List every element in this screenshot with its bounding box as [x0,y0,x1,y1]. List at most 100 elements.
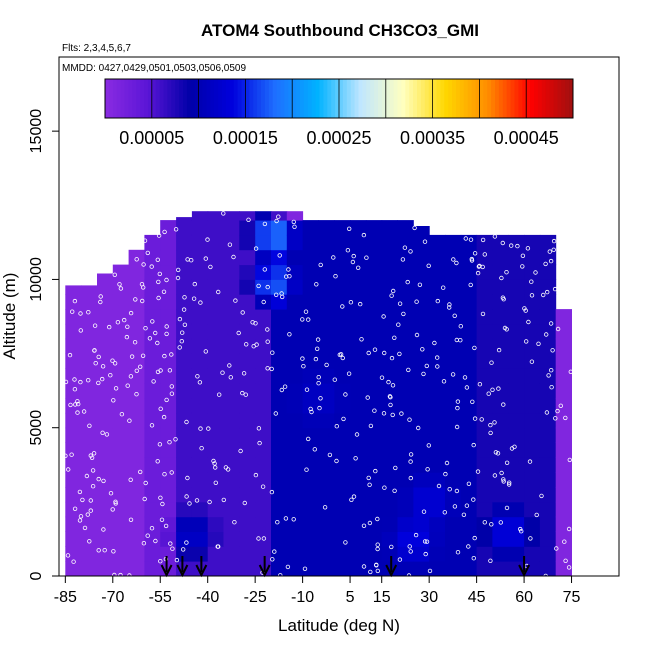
heatmap-cell [128,442,145,458]
heatmap-cell [144,546,161,562]
x-tick-label: 75 [563,589,581,606]
observation-point [568,369,573,374]
heatmap-cell [302,516,319,532]
observation-point [451,257,456,262]
heatmap-cell [318,501,335,518]
heatmap-cell [350,501,367,518]
heatmap-cell [191,472,209,488]
heatmap-cell [239,279,256,295]
heatmap-cell [334,501,351,518]
heatmap-cell [255,457,272,473]
heatmap-cell [112,472,130,488]
heatmap-cell [302,383,319,399]
observation-point [169,391,175,396]
heatmap-cell [508,368,525,384]
heatmap-cell [160,264,177,280]
heatmap-cell [539,234,557,251]
colorbar-segment [452,79,457,118]
observation-point [134,257,139,262]
colorbar-segment [323,79,328,118]
heatmap-cell [334,220,351,236]
heatmap-cell [539,472,557,488]
heatmap-cell [524,279,541,295]
observation-point [145,533,150,538]
heatmap-cell [223,501,240,518]
heatmap-cell [397,442,414,458]
colorbar-segment [424,79,430,118]
observation-point [72,377,77,382]
observation-point [382,485,387,490]
colorbar-segment [214,79,219,118]
heatmap-cell [160,487,177,503]
heatmap-cell [555,516,572,532]
observation-point [175,267,181,273]
heatmap-cell [112,353,130,369]
observation-point [194,498,200,503]
heatmap-cell [397,309,414,325]
heatmap-cell [492,234,509,251]
observation-point [169,470,174,475]
observation-point [548,321,554,326]
heatmap-cell [318,264,335,280]
heatmap-cell [223,412,240,429]
observation-point [265,366,270,371]
heatmap-cell [350,294,367,310]
heatmap-cell [524,249,541,266]
observation-point [124,334,130,340]
heatmap-cell [255,531,272,547]
colorbar-segment [389,79,394,118]
heatmap-cell [81,338,98,354]
heatmap-cell [191,398,209,414]
observation-point [479,417,484,422]
observation-point [75,399,80,404]
heatmap-cell [413,412,430,429]
heatmap-cell [97,516,114,532]
observation-point [425,467,430,472]
heatmap-cell [508,264,525,280]
heatmap-cell [381,516,398,532]
heatmap-cell [555,338,572,354]
x-tick-label: 60 [515,589,533,606]
heatmap-cell [112,442,130,458]
heatmap-cell [97,442,114,458]
heatmap-cell [207,442,224,458]
heatmap-cell [223,309,240,325]
heatmap-cell [239,398,256,414]
observation-point [213,480,218,485]
heatmap-cell [223,442,240,458]
heatmap-cell [492,323,509,340]
dates-note: MMDD: 0427,0429,0501,0503,0506,0509 [62,63,246,74]
heatmap-cell [112,383,130,399]
heatmap-cell [350,323,367,340]
observation-point [443,471,448,477]
observation-point [253,246,259,251]
heatmap-cell [381,531,398,547]
heatmap-cell [128,412,145,429]
heatmap-cell [318,279,335,295]
observation-point [182,322,188,327]
heatmap-cell [286,442,304,458]
observation-point [69,309,75,314]
observation-point [192,281,197,287]
y-tick-label: 15000 [28,109,45,154]
heatmap-cell [223,472,240,488]
observation-point [161,289,167,294]
observation-point [536,341,541,346]
heatmap-cell [239,472,256,488]
heatmap-cell [445,501,462,518]
observation-point [477,382,483,387]
heatmap-cell [81,368,98,384]
observation-point [316,375,321,380]
observation-point [527,459,533,464]
heatmap-cell [81,546,98,562]
heatmap-cell [492,279,509,295]
observation-point [388,402,393,408]
heatmap-cell [524,383,541,399]
heatmap-cell [365,472,383,488]
observation-point [506,482,512,487]
observation-point [348,300,354,305]
heatmap-cell [271,501,288,518]
heatmap-cell [286,338,304,354]
colorbar-segment [335,79,340,118]
observation-point [501,479,506,484]
